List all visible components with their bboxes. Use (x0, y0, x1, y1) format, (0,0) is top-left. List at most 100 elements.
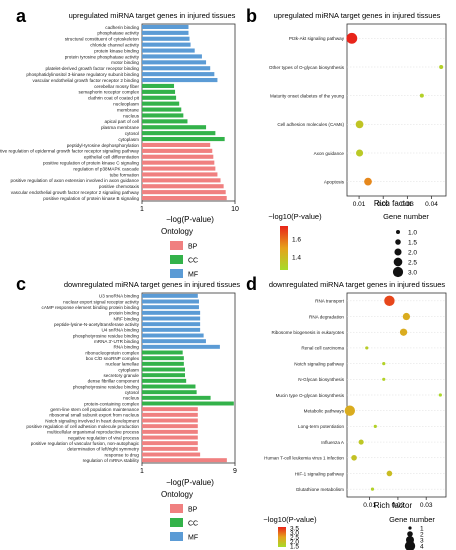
panel-c-x-tick-label: 1 (140, 468, 144, 475)
panel-label-c: c (16, 274, 26, 294)
panel-label-d: d (246, 274, 257, 294)
panel-a-bar (142, 60, 207, 65)
panel-a-category-label: nucleus (123, 113, 140, 118)
panel-a-category-label: vascular endothelial growth factor recep… (33, 78, 140, 83)
panel-c-category-label: nucleus (123, 396, 140, 401)
panel-c-category-label: Notch signaling involved in heart develo… (45, 418, 139, 423)
panel-c-bar (142, 429, 198, 434)
panel-c-bar (142, 293, 198, 298)
panel-b-color-bar-tick-label: 1.6 (292, 237, 301, 244)
panel-a-ontology-label: BP (188, 244, 198, 251)
panel-c-bar (142, 407, 198, 412)
panel-b-chart: PI3k-Akt signaling pathway Other types of… (269, 23, 447, 278)
panel-a-plot-frame (141, 23, 236, 202)
panel-c-bar (142, 344, 220, 349)
panel-b-size-legend-label: 2.5 (408, 260, 417, 267)
panel-a-category-label: regulation of p38MAPK cascade (73, 166, 139, 171)
panel-c-bar (142, 458, 227, 463)
panel-c-bar (142, 378, 187, 383)
panel-c-bar (142, 367, 186, 372)
panel-b-point (346, 32, 358, 44)
panel-a-bar (142, 119, 188, 124)
panel-d-chart: RNA transport RNA degradation Ribosome bio… (264, 292, 447, 550)
panel-b-point (419, 93, 424, 98)
panel-b-size-legend-dot (394, 248, 402, 256)
panel-c-bar (142, 412, 198, 417)
panel-a-category-label: cytosol (125, 131, 139, 136)
panel-d-point (344, 405, 356, 416)
panel-d-color-legend-title: −log10(P-value) (263, 515, 317, 524)
panel-b-point (355, 120, 364, 129)
panel-c-category-label: ribonucleoprotein complex (85, 350, 139, 355)
panel-a-bar (142, 148, 213, 153)
panel-c-category-label: negative regulation of viral process (68, 435, 140, 440)
panel-a-title: upregulated miRNA target genes in injure… (69, 11, 236, 20)
panel-b-xlabel: Rich factor (374, 199, 413, 208)
panel-a-ontology-swatch (170, 269, 183, 278)
panel-c-bar (142, 299, 199, 304)
panel-c-bar (142, 339, 206, 344)
panel-b-size-legend-dot (395, 239, 401, 245)
panel-b-category-label: Maturity onset diabetes of the young (270, 93, 345, 98)
panel-c-bar (142, 327, 201, 332)
panel-a-x-tick-label: 10 (231, 206, 239, 213)
panel-a-category-label: negative regulation of epidermal growth … (0, 149, 140, 154)
panel-d-category-label: Influenza A (321, 440, 345, 445)
panel-c-category-label: phosphotyrosine residue binding (73, 333, 140, 338)
panel-c-ontology-swatch (170, 504, 183, 513)
panel-a-category-label: motor binding (111, 60, 139, 65)
panel-d-point (386, 470, 393, 477)
panel-c-category-label: U3 snoRNA binding (99, 294, 140, 299)
panel-d-size-legend-label: 2 (420, 532, 424, 539)
panel-c-bar (142, 322, 201, 327)
panel-c-bar (142, 441, 198, 446)
panel-a-category-label: tube formation (110, 172, 140, 177)
panel-c-category-label: U4 snRNA binding (101, 328, 139, 333)
panel-d-category-label: Notch signaling pathway (294, 361, 344, 366)
panel-b-size-legend-dot (396, 230, 400, 234)
panel-a-bar (142, 72, 215, 77)
panel-a-bar (142, 66, 211, 71)
panel-b-plot-frame (346, 23, 447, 197)
panel-a-ontology-label: MF (188, 272, 198, 279)
panel-a-ontology-swatch (170, 255, 183, 264)
panel-b-x-tick-label: 0.02 (377, 201, 390, 208)
panel-d-point (399, 328, 408, 336)
panel-d-size-legend-label: 3 (420, 538, 424, 545)
panel-b-point (356, 149, 364, 157)
panel-d-point (373, 424, 377, 428)
panel-c-category-label: dense fibrillar component (88, 379, 140, 384)
panel-c-title: downregulated miRNA target genes in inju… (64, 280, 241, 289)
panel-c-bar (142, 310, 201, 315)
panel-a-category-label: protein tyrosine phosphatase activity (65, 54, 140, 59)
panel-d-size-legend-label: 4 (420, 544, 424, 550)
panel-c-category-label: ribosomal small subunit export from nucl… (49, 413, 139, 418)
panel-c-category-label: multicellular organismal reproductive pr… (47, 430, 140, 435)
panel-a-category-label: platelet-derived growth factor receptor … (46, 66, 140, 71)
panel-label-b: b (246, 6, 257, 26)
panel-d-point (365, 346, 369, 350)
panel-d-category-label: Metabolic pathways (304, 408, 345, 413)
panel-b-category-label: PI3k-Akt signaling pathway (289, 36, 345, 41)
panel-c-category-label: cytosol (125, 390, 139, 395)
panel-d-xlabel: Rich factor (374, 501, 413, 510)
panel-d-size-legend-dot (407, 531, 413, 537)
panel-c-ontology-label: CC (188, 521, 198, 528)
panel-a-bar (142, 125, 207, 130)
panel-a-bar (142, 54, 202, 59)
panel-a-bar (142, 83, 175, 89)
panel-c-category-label: regulation of mRNA stability (83, 458, 140, 463)
panel-c-category-label: mRNA 3'-UTR binding (94, 339, 139, 344)
panel-a-bar (142, 131, 216, 136)
panel-a-category-label: positive regulation of protein kinase C … (43, 160, 139, 165)
panel-a-bar (142, 30, 189, 35)
panel-c-bar (142, 424, 198, 429)
panel-c-category-label: nuclear export signal receptor activity (63, 299, 140, 304)
panel-c-category-label: determination of left/right symmetry (67, 447, 139, 452)
panel-d-x-tick-label: 0.01 (363, 502, 376, 509)
panel-d-point (384, 295, 395, 307)
panel-b-size-legend-title: Gene number (383, 212, 429, 221)
panel-d-title: downregulated miRNA target genes in inju… (269, 280, 446, 289)
